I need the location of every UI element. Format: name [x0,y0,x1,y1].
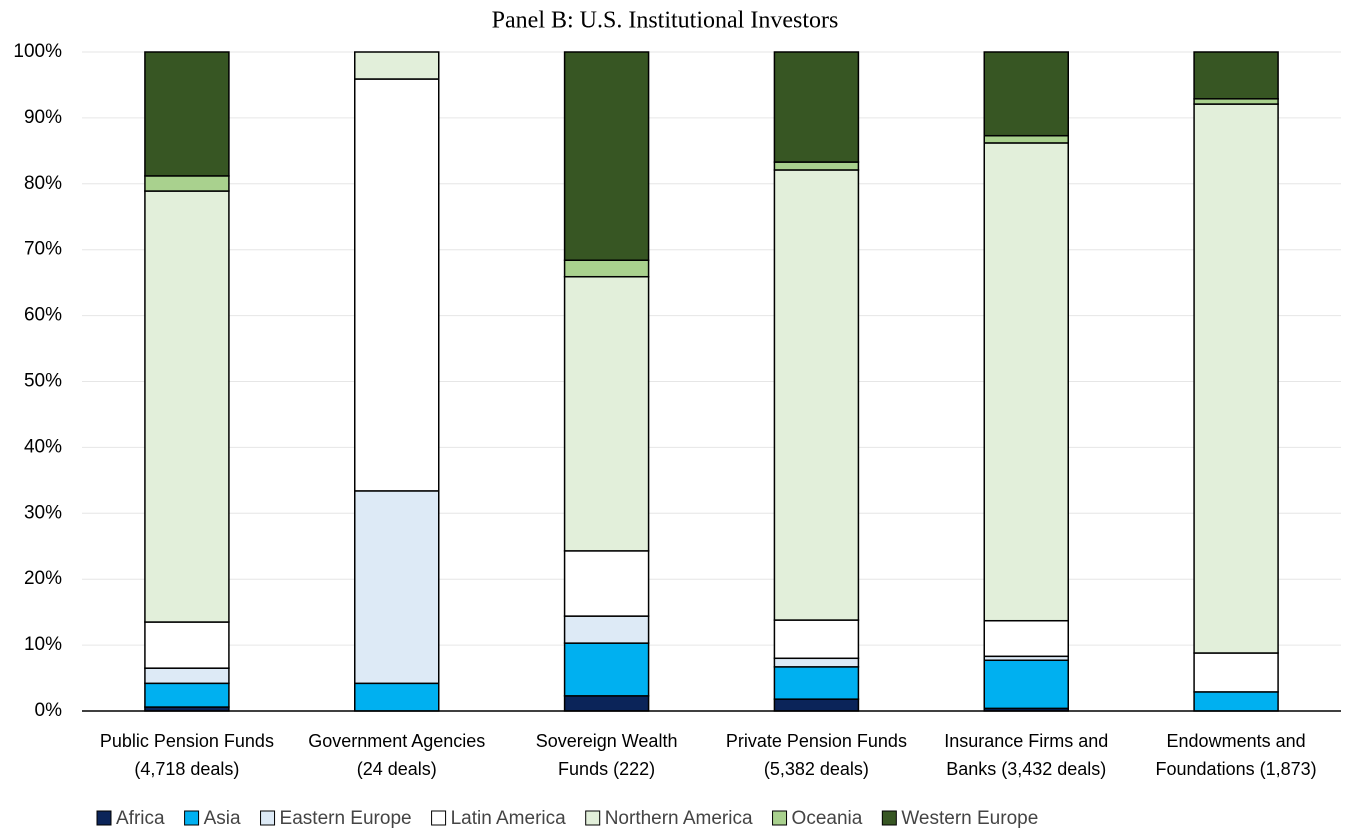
y-tick-label: 50% [24,371,62,392]
bar-segment [563,259,650,278]
legend-label: Oceania [792,808,863,829]
bar-segment [563,275,650,552]
legend-label: Africa [116,808,165,829]
bar-segment [1193,51,1279,100]
legend-label: Asia [204,808,241,829]
legend-swatch [96,810,112,826]
x-tick-label: Public Pension Funds (4,718 deals) [99,731,274,779]
bar-segment [144,175,230,192]
y-tick-label: 20% [24,568,62,589]
y-tick-label: 90% [24,107,62,128]
y-tick-label: 70% [24,239,62,260]
bar-segment [983,619,1069,658]
bar-segment [563,51,650,261]
bar-segment [983,51,1069,137]
bar-segment [354,78,440,492]
y-tick-label: 100% [13,41,62,62]
legend-label: Northern America [605,808,753,829]
bar-segment [144,190,230,623]
bar-segment [773,657,860,668]
bar-segment [144,667,230,685]
x-tick-label: Sovereign Wealth Funds (222) [535,731,678,779]
bar-segment [563,615,650,644]
x-tick-label: Private Pension Funds (5,382 deals) [725,731,907,779]
bar-segment [773,161,860,171]
bar-segment [773,51,860,163]
bar-segment [354,51,440,80]
bar-segment [983,659,1069,710]
legend-label: Eastern Europe [280,808,412,829]
legend-swatch [260,810,276,826]
bar-segment [144,51,230,177]
legend-label: Western Europe [901,808,1038,829]
y-tick-label: 60% [24,305,62,326]
legend-swatch [772,810,788,826]
bar-segment [1193,652,1279,693]
y-tick-label: 10% [24,634,62,655]
legend-swatch [431,810,447,826]
bar-segment [144,682,230,708]
legend-swatch [184,810,200,826]
bar-segment [773,169,860,621]
y-tick-label: 0% [35,700,63,721]
bar-segment [144,621,230,669]
legend-swatch [881,810,897,826]
bar-segment [563,550,650,617]
bar-segment [1193,103,1279,654]
bar-segment [354,490,440,685]
y-tick-label: 40% [24,436,62,457]
y-tick-label: 80% [24,173,62,194]
bar-segment [773,619,860,660]
bar-segment [563,695,650,712]
bar-segment [983,134,1069,144]
x-tick-label: Insurance Firms and Banks (3,432 deals) [944,731,1109,779]
bar-segment [563,642,650,697]
bar-segment [773,666,860,700]
y-tick-label: 30% [24,502,62,523]
legend-swatch [585,810,601,826]
bar-segment [773,698,860,712]
bar-segment [1193,98,1279,105]
x-tick-label: Government Agencies (24 deals) [308,731,486,779]
bar-segment [983,142,1069,622]
legend-label: Latin America [451,808,567,829]
x-tick-label: Endowments and Foundations (1,873) [1155,731,1317,779]
chart-title: Panel B: U.S. Institutional Investors [492,8,839,34]
bar-segment [354,682,440,712]
bar-segment [1193,691,1279,712]
